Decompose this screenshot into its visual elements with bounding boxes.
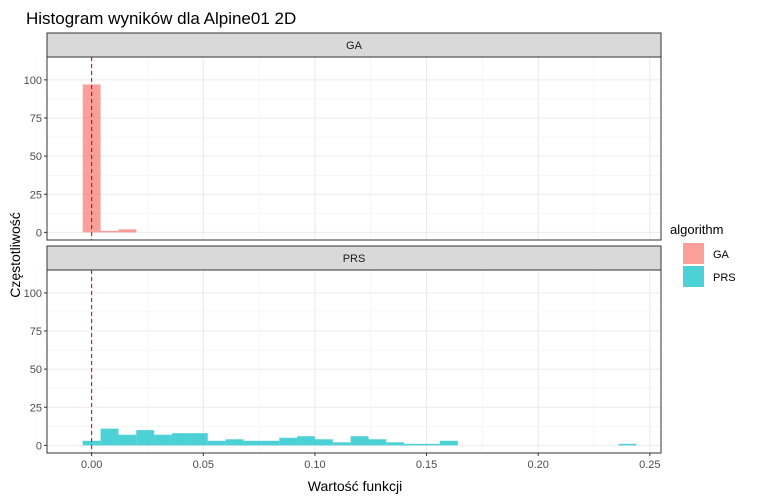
facet-strip [46,245,662,271]
histogram-bar [368,439,387,446]
histogram-bar [189,433,208,446]
y-tick-label: 25 [30,189,42,201]
facet-panels: GA 0 25 50 75 100 PRS 0 25 50 75 100 [24,32,662,454]
histogram-bar [118,229,137,233]
histogram-bar [154,434,173,446]
y-tick-label: 0 [36,227,42,239]
histogram-bar [314,439,333,446]
histogram-bar [243,440,262,446]
histogram-bar [350,436,369,446]
histogram-bar [439,440,458,446]
x-tick-label: 0.10 [304,459,325,471]
histogram-bar [261,440,280,446]
x-tick-label: 0.00 [81,459,102,471]
facet-strip [46,32,662,58]
y-tick-label: 75 [30,326,42,338]
histogram-bar [618,443,637,446]
panel-background [47,57,661,240]
x-tick-label: 0.20 [527,459,548,471]
histogram-bar [422,443,440,446]
histogram-bar [225,439,244,446]
y-tick-label: 0 [36,440,42,452]
histogram-bar [386,442,405,446]
legend: algorithm GA PRS [670,222,736,287]
facet-strip-label: PRS [343,253,366,265]
legend-label-ga: GA [713,249,730,261]
x-tick-label: 0.05 [193,459,214,471]
legend-key-ga [683,243,704,264]
facet-strip-label: GA [346,40,363,52]
panel-ga: GA 0 25 50 75 100 [24,32,662,241]
y-tick-label: 100 [24,75,42,87]
y-axis-title: Częstotliwość [7,212,23,298]
histogram-bar [82,440,101,446]
legend-title: algorithm [670,222,723,237]
histogram-bar [279,437,298,446]
histogram-bar [100,230,119,233]
panel-border [46,56,662,241]
chart-title: Histogram wyników dla Alpine01 2D [26,9,296,28]
histogram-bar [332,442,351,446]
legend-label-prs: PRS [713,272,736,284]
y-tick-label: 25 [30,402,42,414]
histogram-bar [207,440,226,446]
panel-background [47,270,661,453]
x-axis-title: Wartość funkcji [308,478,402,494]
y-tick-label: 100 [24,288,42,300]
histogram-bar [136,430,155,446]
panel-prs: PRS 0 25 50 75 100 [24,245,662,454]
y-tick-label: 50 [30,364,42,376]
legend-key-prs [683,266,704,287]
histogram-bar [172,433,190,446]
histogram-bar [297,436,315,446]
x-tick-label: 0.25 [639,459,660,471]
histogram-bar [100,428,119,446]
x-axis: 0.00 0.05 0.10 0.15 0.20 0.25 [81,453,661,471]
panel-border [46,269,662,454]
y-tick-label: 50 [30,151,42,163]
histogram-bar [118,434,137,446]
histogram-bar [404,443,423,446]
x-tick-label: 0.15 [416,459,437,471]
y-tick-label: 75 [30,113,42,125]
